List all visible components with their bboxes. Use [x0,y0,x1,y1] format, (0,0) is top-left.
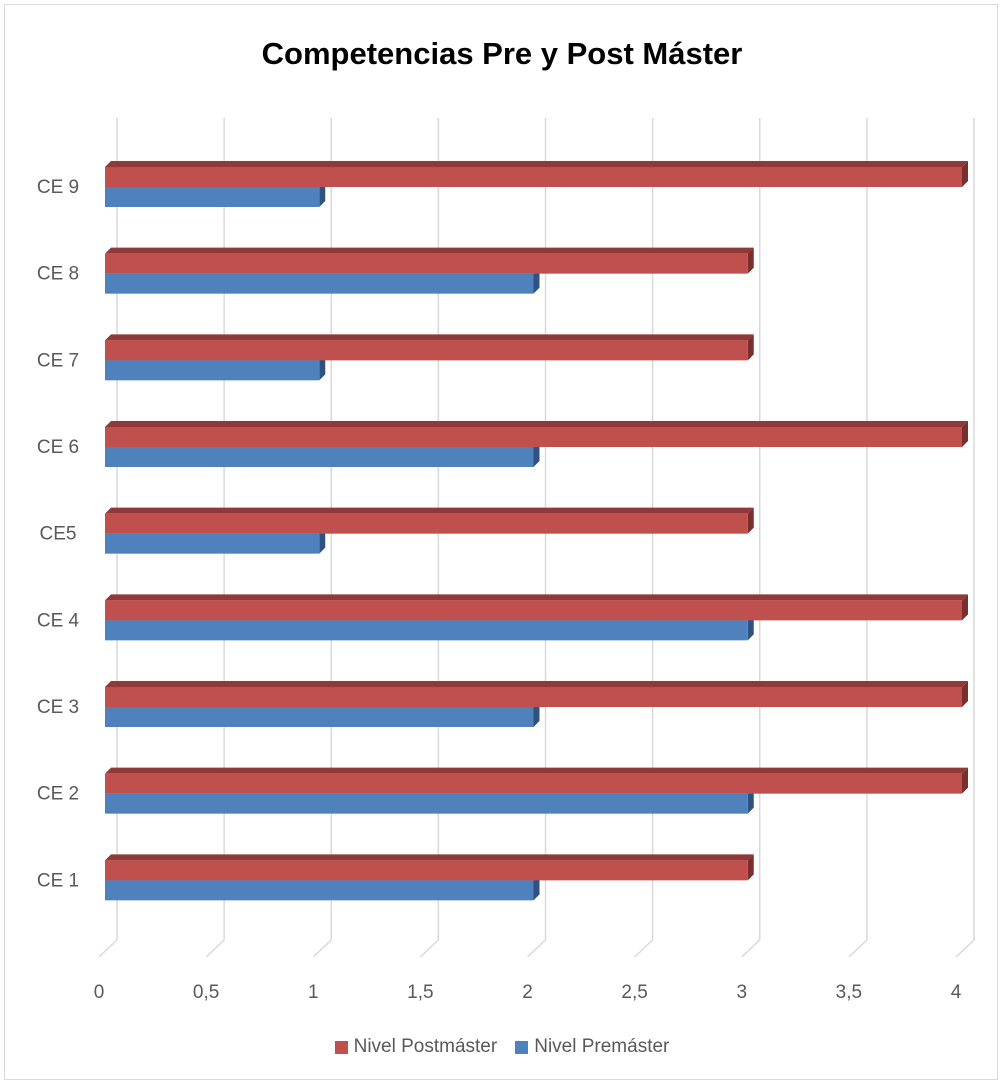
bar-postmaster [105,600,962,621]
y-category-label: CE 4 [37,610,80,631]
gridline-floor [419,939,439,958]
bar-postmaster [105,860,748,881]
legend-label-postmaster: Nivel Postmáster [353,1036,498,1057]
bar-premaster [105,273,534,294]
bar-postmaster-side [962,421,968,447]
bar-postmaster [105,773,962,794]
gridline-floor [526,939,547,958]
y-category-label: CE 3 [37,697,79,718]
bar-postmaster-side [962,681,968,707]
bar-premaster-side [533,701,540,727]
bar-postmaster-side [962,161,968,187]
bar-premaster [105,187,320,207]
y-category-label: CE 7 [37,350,79,371]
bar-premaster-side [533,267,540,294]
y-category-label: CE 2 [37,784,79,805]
bar-postmaster [105,513,748,534]
bar-premaster [105,793,748,814]
bar-postmaster-top [105,421,968,427]
bar-postmaster-top [105,681,968,687]
x-tick-label: 1 [308,982,319,1003]
bar-postmaster-top [105,854,754,861]
bar-premaster [105,360,320,381]
bar-premaster-side [747,614,754,641]
y-category-label: CE 1 [37,870,79,891]
gridline-floor [741,939,761,958]
legend-label-premaster: Nivel Premáster [534,1036,670,1057]
legend-item-postmaster: Nivel Postmáster [334,1036,498,1058]
bar-premaster-side [319,181,326,207]
bar-postmaster [105,427,962,447]
x-tick-label: 0 [94,982,105,1003]
bar-postmaster [105,253,748,274]
gridline-floor [634,939,654,958]
bar-postmaster-top [105,507,754,514]
x-tick-label: 1,5 [407,982,433,1003]
bar-postmaster-side [962,767,968,794]
bar-postmaster-side [747,334,754,361]
bar-postmaster [105,687,962,707]
x-tick-label: 0,5 [193,982,219,1003]
bar-postmaster [105,167,962,187]
x-tick-label: 4 [951,982,962,1003]
bar-postmaster [105,340,748,361]
bar-premaster-side [747,787,754,814]
x-tick-label: 2,5 [621,982,647,1003]
bar-postmaster-top [105,247,754,254]
bar-premaster [105,533,320,554]
x-tick-label: 3 [736,982,747,1003]
chart-title: Competencias Pre y Post Máster [261,36,743,71]
bar-postmaster-top [105,334,754,341]
legend-swatch-premaster [515,1040,529,1054]
y-category-label: CE 9 [37,177,79,198]
y-category-label: CE 6 [37,437,79,458]
legend: Nivel Postmáster Nivel Premáster [0,1036,1004,1058]
gridline-floor [98,939,118,958]
bar-premaster-side [319,354,326,381]
bar-postmaster-top [105,594,968,601]
gridline-floor [312,939,332,958]
bar-postmaster-top [105,767,968,774]
y-category-label: CE5 [40,524,77,545]
legend-swatch-postmaster [334,1040,348,1054]
bar-premaster [105,880,534,901]
bar-premaster [105,707,534,727]
x-tick-label: 2 [522,982,533,1003]
bar-premaster [105,447,534,467]
gridline-floor [205,939,225,958]
bar-premaster [105,620,748,641]
bar-premaster-side [533,441,540,467]
bar-postmaster-side [747,854,754,881]
gridline-floor [955,939,975,958]
bar-premaster-side [533,874,540,901]
y-category-label: CE 8 [37,264,79,285]
gridline-floor [848,939,868,958]
x-tick-label: 3,5 [836,982,862,1003]
bar-premaster-side [319,527,326,554]
legend-item-premaster: Nivel Premáster [515,1036,669,1058]
bar-postmaster-side [747,507,754,534]
bar-postmaster-side [962,594,968,621]
bar-postmaster-side [747,247,754,274]
bar-postmaster-top [105,161,968,167]
